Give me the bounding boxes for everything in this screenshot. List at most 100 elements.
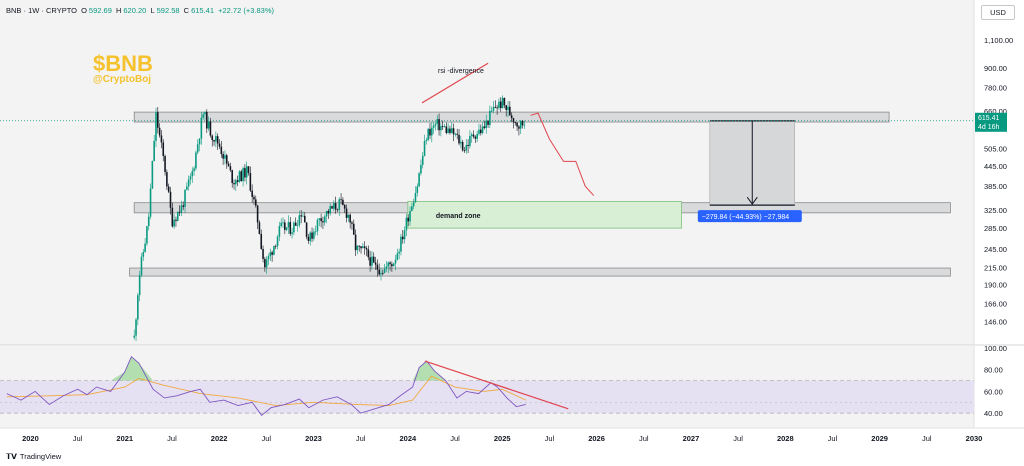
candle-body (499, 101, 502, 109)
candle-body (343, 204, 346, 209)
candle-body (514, 122, 517, 124)
candle-body (418, 173, 420, 187)
candle-body (516, 122, 518, 127)
rsi-tick-label: 40.00 (984, 409, 1003, 418)
candle-body (447, 128, 449, 133)
candle-body (363, 246, 366, 249)
time-tick-label: 2020 (22, 434, 39, 443)
candle-body (198, 138, 201, 145)
candle-body (445, 126, 448, 133)
candle-body (389, 262, 391, 265)
candle-body (441, 126, 444, 127)
candle-body (336, 209, 339, 211)
candle-body (135, 319, 137, 336)
currency-button[interactable]: USD (981, 5, 1015, 20)
change-value: +22.72 (+3.83%) (218, 6, 274, 15)
candle-body (166, 172, 168, 187)
demand-zone (407, 201, 682, 229)
time-tick-label: 2023 (305, 434, 322, 443)
candle-body (220, 146, 223, 155)
candle-body (207, 121, 210, 129)
candle-body (498, 101, 500, 108)
candle-body (470, 134, 473, 136)
candle-body (518, 126, 520, 129)
candle-body (476, 133, 478, 139)
time-tick-label: Jul (545, 434, 555, 443)
time-tick-label: Jul (733, 434, 743, 443)
candle-body (434, 123, 437, 126)
candle-body (352, 223, 355, 235)
high-label: H (115, 6, 122, 15)
candle-body (155, 112, 157, 141)
candle-body (405, 217, 408, 231)
candle-body (351, 222, 353, 224)
candle-body (432, 125, 435, 128)
candle-body (184, 189, 186, 207)
candle-body (245, 166, 248, 178)
candle-body (180, 205, 183, 213)
time-tick-label: Jul (922, 434, 932, 443)
candle-body (510, 115, 513, 119)
demand-zone-label: demand zone (436, 213, 481, 220)
candle-body (273, 245, 275, 255)
candle-body (167, 186, 170, 192)
candle-body (158, 127, 161, 136)
symbol-label: BNB · 1W · CRYPTO (6, 6, 77, 15)
candle-body (483, 126, 486, 128)
candle-body (280, 222, 282, 227)
price-tick-label: 215.00 (984, 263, 1007, 272)
candle-body (178, 211, 181, 213)
candle-body (282, 222, 284, 224)
measure-arrow-head (746, 196, 758, 206)
candle-body (376, 264, 379, 270)
candle-body (162, 142, 165, 156)
rsi-divergence-label: rsi -divergence (438, 68, 484, 75)
candle-body (189, 176, 192, 180)
rsi-ma-line (6, 375, 526, 406)
candle-body (274, 245, 277, 247)
candle-body (285, 227, 288, 230)
candle-body (358, 245, 361, 247)
candle-body (472, 134, 475, 137)
candle-body (133, 335, 136, 338)
candle-body (236, 180, 239, 182)
measure-label-box (697, 210, 802, 223)
high-value: 620.20 (123, 6, 147, 15)
candle-body (372, 256, 375, 263)
candle-body (505, 105, 508, 110)
candle-body (175, 219, 177, 221)
candle-body (202, 114, 204, 118)
candle-body (244, 168, 246, 178)
candle-body (147, 216, 150, 227)
candle-body (256, 205, 259, 223)
candle-body (456, 133, 459, 135)
candle-body (276, 236, 279, 246)
candle-body (269, 252, 272, 257)
candle-body (235, 180, 237, 185)
candle-body (151, 160, 154, 189)
candle-body (142, 251, 145, 257)
candle-body (284, 222, 286, 230)
candle-body (338, 199, 341, 210)
time-tick-label: 2029 (871, 434, 888, 443)
candle-body (303, 215, 306, 223)
candle-body (205, 111, 208, 129)
candle-body (289, 222, 292, 234)
candle-body (247, 166, 250, 174)
time-tick-label: Jul (356, 434, 366, 443)
time-tick-label: Jul (262, 434, 272, 443)
candle-body (354, 234, 357, 251)
candle-body (229, 166, 232, 171)
candle-body (302, 215, 304, 217)
candle-body (378, 269, 380, 275)
candle-body (294, 222, 297, 226)
candle-body (443, 126, 446, 128)
candle-body (429, 128, 431, 136)
candle-body (218, 143, 221, 147)
candle-body (474, 136, 477, 139)
brand-handle: @CryptoBoj (93, 74, 152, 85)
candle-body (398, 251, 400, 254)
candle-body (176, 211, 179, 221)
candle-body (193, 168, 195, 172)
